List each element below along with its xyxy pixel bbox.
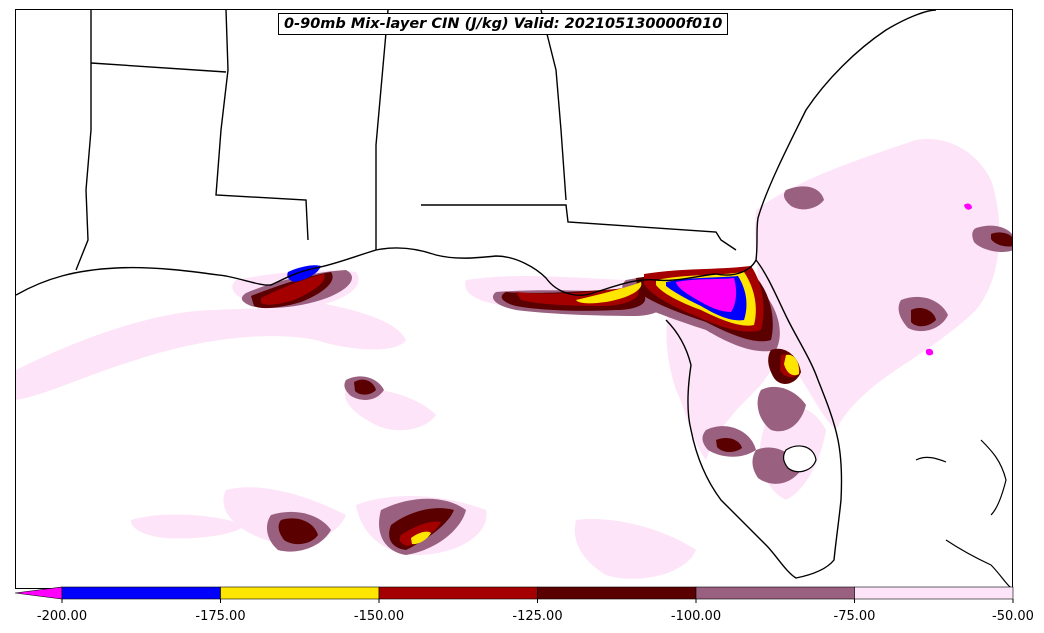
cin-area-yellow — [411, 531, 431, 545]
cin-map — [16, 10, 1012, 588]
cin-area-mauve — [783, 186, 824, 210]
colorbar-tick-label: -50.00 — [992, 609, 1034, 624]
state-border-ga-sc — [540, 10, 567, 201]
colorbar-tick-label: -100.00 — [670, 609, 722, 624]
colorbar-tick-label: -175.00 — [195, 609, 246, 624]
cin-area-yellow — [576, 282, 642, 304]
cin-area-light — [131, 514, 246, 539]
colorbar-tick-label: -125.00 — [512, 609, 563, 624]
lake-okeechobee — [782, 445, 817, 473]
colorbar-tick-label: -200.00 — [36, 609, 88, 624]
colorbar-extend-min-triangle — [14, 586, 63, 600]
state-border-ms-al — [215, 10, 309, 241]
colorbar-tick-label: -150.00 — [353, 609, 405, 624]
state-border-north-row — [90, 62, 227, 73]
cin-area-mauve — [757, 386, 806, 432]
florida-peninsula — [665, 259, 843, 579]
colorbar — [14, 586, 1014, 603]
colorbar-cell — [61, 586, 221, 600]
cin-area-magenta — [676, 278, 737, 312]
cin-area-light — [16, 302, 406, 400]
cin-area-red — [261, 274, 325, 305]
colorbar-cell — [220, 586, 380, 600]
state-border-al-fl — [421, 204, 737, 251]
colorbar-tick-label: -75.00 — [833, 609, 876, 624]
cin-area-yellow — [784, 354, 800, 376]
map-title: 0-90mb Mix-layer CIN (J/kg) Valid: 20210… — [278, 13, 729, 35]
cin-area-darkred — [354, 379, 376, 395]
cin-area-darkred — [911, 308, 936, 327]
cin-area-light — [755, 139, 1000, 431]
map-panel — [15, 9, 1013, 589]
colorbar-cell — [695, 586, 855, 600]
state-border-la-ms — [75, 10, 92, 271]
cin-area-magenta — [925, 348, 934, 356]
colorbar-cell — [378, 586, 538, 600]
state-border-al-ga — [375, 10, 389, 250]
coastline-and-borders — [16, 10, 937, 579]
cin-shading — [16, 139, 1012, 579]
colorbar-cell — [537, 586, 697, 600]
cin-area-light — [574, 519, 696, 579]
cuba-bahamas-coast — [915, 439, 1012, 588]
cin-area-darkred — [278, 518, 318, 545]
cin-area-magenta — [964, 203, 972, 210]
colorbar-cell — [854, 586, 1014, 600]
cin-area-darkred — [716, 437, 742, 453]
gulf-coastline — [16, 10, 937, 296]
cin-area-darkred — [991, 232, 1012, 247]
